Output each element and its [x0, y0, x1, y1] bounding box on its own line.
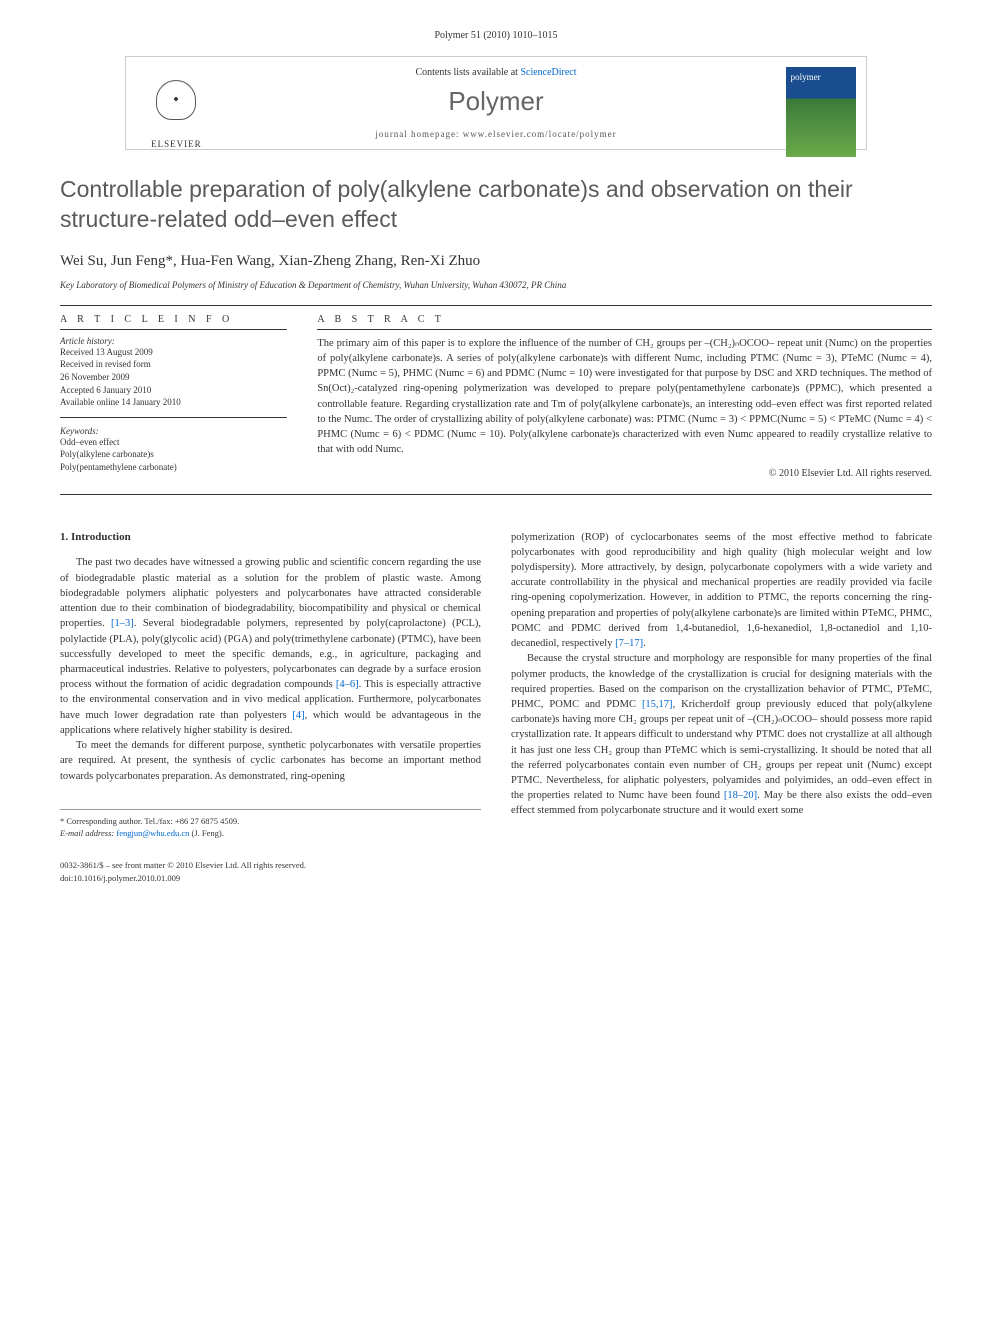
right-column: polymerization (ROP) of cyclocarbonates … [511, 530, 932, 884]
ref-link[interactable]: [4–6] [336, 679, 359, 690]
article-info-heading: A R T I C L E I N F O [60, 314, 287, 330]
ref-link[interactable]: [18–20] [724, 790, 757, 801]
info-abstract-row: A R T I C L E I N F O Article history: R… [60, 314, 932, 479]
header-citation: Polymer 51 (2010) 1010–1015 [60, 30, 932, 41]
received-date: Received 13 August 2009 [60, 346, 287, 359]
keyword-1: Odd–even effect [60, 436, 287, 449]
ref-link[interactable]: [15,17] [642, 699, 673, 710]
accepted-date: Accepted 6 January 2010 [60, 384, 287, 397]
author-list: Wei Su, Jun Feng*, Hua-Fen Wang, Xian-Zh… [60, 253, 932, 270]
info-divider [60, 417, 287, 418]
journal-cover-thumbnail: polymer [786, 67, 856, 157]
intro-para-1: The past two decades have witnessed a gr… [60, 555, 481, 738]
email-link[interactable]: fengjun@whu.edu.cn [116, 828, 189, 838]
keyword-2: Poly(alkylene carbonate)s [60, 448, 287, 461]
online-date: Available online 14 January 2010 [60, 396, 287, 409]
intro-para-4: Because the crystal structure and morpho… [511, 651, 932, 818]
history-label: Article history: [60, 336, 287, 346]
doi-block: 0032-3861/$ – see front matter © 2010 El… [60, 859, 481, 884]
keyword-3: Poly(pentamethylene carbonate) [60, 461, 287, 474]
left-column: 1. Introduction The past two decades hav… [60, 530, 481, 884]
text-span: polymerization (ROP) of cyclocarbonates … [511, 532, 932, 650]
corresponding-line: * Corresponding author. Tel./fax: +86 27… [60, 815, 481, 827]
contents-prefix: Contents lists available at [415, 67, 520, 78]
article-info-block: A R T I C L E I N F O Article history: R… [60, 314, 287, 479]
intro-para-3: polymerization (ROP) of cyclocarbonates … [511, 530, 932, 652]
doi-line: doi:10.1016/j.polymer.2010.01.009 [60, 872, 481, 884]
ref-link[interactable]: [4] [292, 710, 304, 721]
corresponding-author-footnote: * Corresponding author. Tel./fax: +86 27… [60, 809, 481, 840]
email-suffix: (J. Feng). [189, 828, 223, 838]
ref-link[interactable]: [1–3] [111, 618, 134, 629]
front-matter-line: 0032-3861/$ – see front matter © 2010 El… [60, 859, 481, 871]
body-columns: 1. Introduction The past two decades hav… [60, 530, 932, 884]
abstract-block: A B S T R A C T The primary aim of this … [317, 314, 932, 479]
ref-link[interactable]: [7–17] [615, 638, 643, 649]
affiliation: Key Laboratory of Biomedical Polymers of… [60, 280, 932, 290]
elsevier-logo: ELSEVIER [136, 67, 216, 157]
elsevier-tree-icon [146, 75, 206, 135]
revised-date: 26 November 2009 [60, 371, 287, 384]
email-line: E-mail address: fengjun@whu.edu.cn (J. F… [60, 827, 481, 839]
sciencedirect-link[interactable]: ScienceDirect [520, 67, 576, 78]
journal-header-box: ELSEVIER polymer Contents lists availabl… [125, 56, 866, 150]
cover-label: polymer [791, 72, 821, 82]
journal-name: Polymer [236, 86, 755, 117]
text-span: , Kricherdolf group previously educed th… [511, 699, 932, 801]
intro-heading: 1. Introduction [60, 530, 481, 546]
keywords-label: Keywords: [60, 426, 287, 436]
email-label: E-mail address: [60, 828, 116, 838]
divider [60, 494, 932, 495]
intro-para-2: To meet the demands for different purpos… [60, 738, 481, 784]
abstract-copyright: © 2010 Elsevier Ltd. All rights reserved… [317, 468, 932, 479]
revised-label: Received in revised form [60, 358, 287, 371]
article-title: Controllable preparation of poly(alkylen… [60, 175, 932, 235]
elsevier-label: ELSEVIER [151, 139, 202, 149]
abstract-body: The primary aim of this paper is to expl… [317, 336, 932, 458]
abstract-heading: A B S T R A C T [317, 314, 932, 330]
journal-homepage: journal homepage: www.elsevier.com/locat… [236, 129, 755, 139]
text-span: . [643, 638, 646, 649]
contents-available-line: Contents lists available at ScienceDirec… [236, 67, 755, 78]
divider [60, 305, 932, 306]
